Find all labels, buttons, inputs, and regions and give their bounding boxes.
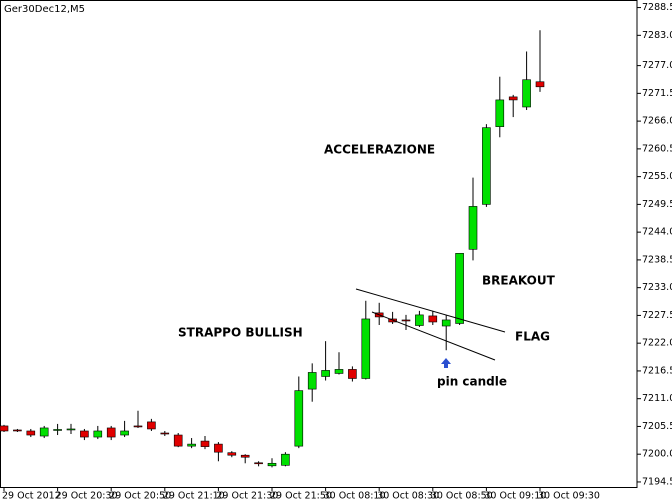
- y-tick-label: 7255.0: [642, 171, 672, 182]
- y-tick-label: 7266.0: [642, 116, 672, 127]
- candle-body: [66, 428, 76, 431]
- candle-body: [441, 319, 451, 327]
- pin-arrow: [441, 358, 451, 368]
- candle-body: [106, 427, 116, 438]
- candle-body: [187, 443, 196, 447]
- y-tick-label: 7288.5: [642, 2, 672, 13]
- candle-body: [508, 96, 518, 101]
- y-tick-label: 7233.0: [642, 282, 672, 293]
- candle-body: [361, 318, 371, 379]
- y-tick-label: 7205.5: [642, 421, 672, 432]
- candle-body: [160, 432, 170, 435]
- flag-line: [371, 311, 496, 361]
- x-tick-label: 29 Oct 21:10: [163, 491, 225, 502]
- y-tick-label: 7200.0: [642, 449, 672, 460]
- candle-body: [227, 452, 237, 456]
- annotation: pin candle: [437, 375, 507, 389]
- y-tick-label: 7244.0: [642, 227, 672, 238]
- x-tick-label: 29 Oct 2012: [2, 491, 61, 502]
- candle-body: [334, 369, 344, 374]
- x-tick-label: 30 Oct 09:10: [484, 491, 546, 502]
- candle-body: [53, 429, 62, 431]
- candle-body: [0, 425, 9, 432]
- x-tick-label: 29 Oct 21:30: [216, 491, 278, 502]
- candle-body: [294, 390, 304, 447]
- candle-body: [348, 369, 357, 379]
- chart-title: Ger30Dec12,M5: [4, 4, 85, 15]
- candle-body: [281, 453, 290, 466]
- x-tick-label: 30 Oct 08:50: [431, 491, 493, 502]
- y-tick-label: 7216.5: [642, 365, 672, 376]
- y-tick-label: 7283.0: [642, 30, 672, 41]
- candle-body: [535, 81, 545, 88]
- candle-body: [482, 127, 491, 205]
- candle-body: [307, 372, 317, 390]
- candle-body: [321, 370, 330, 377]
- annotation: ACCELERAZIONE: [324, 143, 435, 157]
- candle-body: [267, 462, 277, 467]
- y-tick-label: 7277.0: [642, 60, 672, 71]
- y-tick-label: 7249.5: [642, 199, 672, 210]
- candle-body: [133, 425, 143, 428]
- y-tick-label: 7260.5: [642, 143, 672, 154]
- x-tick-label: 29 Oct 20:30: [56, 491, 118, 502]
- x-tick-label: 30 Oct 09:30: [538, 491, 600, 502]
- x-tick-label: 30 Oct 08:30: [377, 491, 439, 502]
- candle-body: [93, 430, 103, 438]
- candle-body: [214, 443, 223, 453]
- candle-body: [428, 315, 438, 323]
- candle-body: [200, 440, 210, 447]
- candle-body: [415, 314, 424, 326]
- plot-frame: [0, 0, 638, 488]
- candle-body: [240, 454, 250, 458]
- candle-body: [147, 421, 156, 430]
- candle-body: [26, 430, 36, 436]
- candle-body: [120, 430, 129, 436]
- candle-body: [495, 99, 505, 127]
- candle-body: [455, 253, 464, 324]
- x-tick-label: 29 Oct 21:50: [270, 491, 332, 502]
- y-tick-label: 7271.5: [642, 88, 672, 99]
- candle-body: [254, 462, 263, 465]
- y-tick-label: 7227.5: [642, 310, 672, 321]
- candle-body: [80, 430, 89, 438]
- candle-body: [522, 79, 531, 108]
- y-tick-label: 7211.0: [642, 393, 672, 404]
- candle-body: [13, 429, 22, 432]
- x-tick-label: 29 Oct 20:50: [109, 491, 171, 502]
- x-tick-label: 30 Oct 08:10: [324, 491, 386, 502]
- candle-body: [39, 427, 49, 437]
- candle-body: [401, 319, 411, 322]
- candle-body: [468, 206, 478, 250]
- annotation: FLAG: [515, 330, 550, 344]
- y-tick-label: 7238.5: [642, 254, 672, 265]
- annotation: BREAKOUT: [482, 274, 556, 288]
- flag-line: [355, 288, 506, 333]
- annotation: STRAPPO BULLISH: [178, 326, 303, 340]
- y-tick-label: 7222.0: [642, 338, 672, 349]
- candle-body: [173, 434, 183, 447]
- y-tick-label: 7194.5: [642, 476, 672, 487]
